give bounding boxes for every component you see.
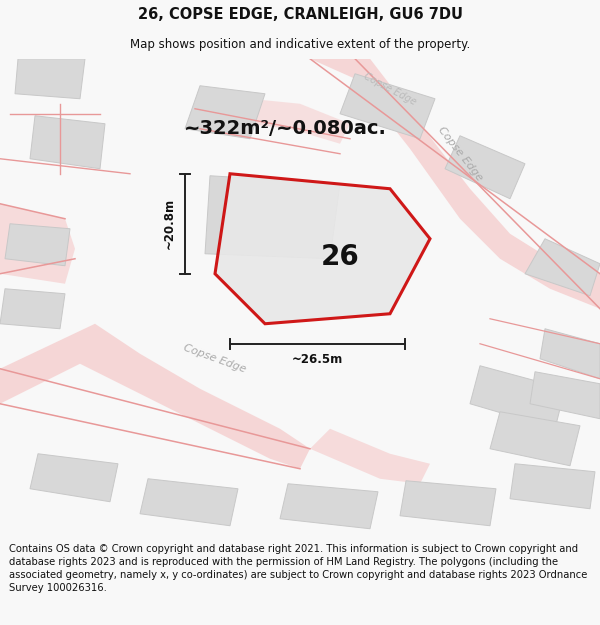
- Text: Map shows position and indicative extent of the property.: Map shows position and indicative extent…: [130, 38, 470, 51]
- Text: ~322m²/~0.080ac.: ~322m²/~0.080ac.: [184, 119, 386, 138]
- Text: Copse Edge: Copse Edge: [436, 125, 484, 182]
- Text: ~26.5m: ~26.5m: [292, 353, 343, 366]
- Text: Copse Edge: Copse Edge: [362, 71, 418, 107]
- Polygon shape: [205, 176, 340, 259]
- Polygon shape: [0, 289, 65, 329]
- Polygon shape: [310, 59, 600, 309]
- Text: 26: 26: [320, 243, 359, 271]
- Polygon shape: [540, 329, 600, 379]
- Polygon shape: [185, 86, 265, 139]
- Polygon shape: [510, 464, 595, 509]
- Polygon shape: [5, 224, 70, 266]
- Polygon shape: [340, 74, 435, 139]
- Polygon shape: [30, 454, 118, 502]
- Polygon shape: [525, 239, 600, 296]
- Text: ~20.8m: ~20.8m: [163, 198, 176, 249]
- Polygon shape: [280, 484, 378, 529]
- Text: Copse Edge: Copse Edge: [182, 342, 248, 375]
- Polygon shape: [530, 372, 600, 419]
- Polygon shape: [0, 324, 310, 469]
- Polygon shape: [400, 481, 496, 526]
- Polygon shape: [470, 366, 565, 429]
- Polygon shape: [15, 59, 85, 99]
- Polygon shape: [30, 116, 105, 169]
- Polygon shape: [445, 136, 525, 199]
- Polygon shape: [140, 479, 238, 526]
- Polygon shape: [0, 204, 75, 284]
- Polygon shape: [215, 174, 430, 324]
- Polygon shape: [490, 412, 580, 466]
- Text: Contains OS data © Crown copyright and database right 2021. This information is : Contains OS data © Crown copyright and d…: [9, 544, 587, 593]
- Polygon shape: [310, 429, 430, 484]
- Polygon shape: [190, 99, 350, 144]
- Text: 26, COPSE EDGE, CRANLEIGH, GU6 7DU: 26, COPSE EDGE, CRANLEIGH, GU6 7DU: [137, 7, 463, 22]
